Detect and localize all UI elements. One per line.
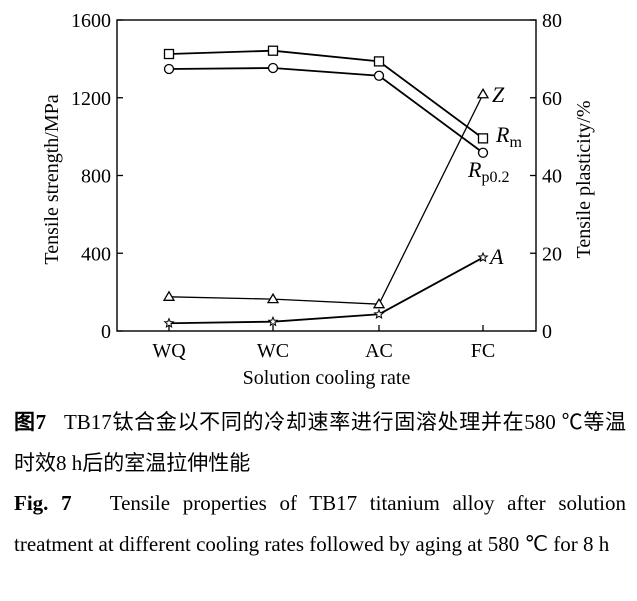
y-axis-title: Tensile strength/MPa (41, 94, 63, 264)
x-axis-title: Solution cooling rate (243, 367, 411, 389)
series-label-Z: Z (492, 82, 505, 107)
y2-tick-label: 60 (542, 88, 562, 110)
marker-triangle (476, 87, 490, 99)
caption-cn-label: 图7 (14, 410, 47, 434)
marker-square (163, 48, 175, 60)
marker-square (267, 45, 279, 56)
y-tick-label: 800 (81, 166, 111, 188)
caption-en-text: Tensile properties of TB17 titanium allo… (14, 491, 627, 556)
y2-tick-label: 80 (542, 10, 562, 32)
marker-triangle (372, 297, 386, 309)
y2-tick-label: 20 (542, 243, 562, 265)
marker-square (477, 133, 489, 144)
chart: 0 400 800 1200 1600 0 20 40 60 80 WQ WC AC FC Solution… (41, 10, 595, 389)
y-tick-label: 1600 (71, 10, 111, 32)
marker-triangle (162, 290, 176, 301)
x-tick-label: WQ (152, 340, 186, 362)
marker-star (267, 315, 279, 327)
marker-triangle (266, 292, 280, 304)
marker-circle (477, 147, 489, 158)
marker-circle (373, 70, 385, 81)
caption-cn-text: TB17钛合金以不同的冷却速率进行固溶处理并在580 ℃等温时效8 h后的室温拉… (14, 410, 627, 475)
x-tick-label: FC (471, 340, 495, 362)
series-line-A (168, 256, 484, 325)
series-label-Rp0.2: Rp0.2 (467, 157, 509, 186)
marker-star (373, 308, 385, 319)
marker-star (163, 317, 175, 328)
caption-en-label: Fig. 7 (14, 491, 72, 515)
x-tick-label: AC (365, 340, 393, 362)
series-line-Rm (168, 49, 484, 140)
y-tick-label: 400 (81, 243, 111, 265)
y2-tick-label: 40 (542, 166, 562, 188)
y-tick-label: 1200 (71, 88, 111, 110)
series-line-Rp0.2 (168, 67, 484, 154)
marker-circle (163, 63, 175, 75)
caption-chinese: 图7 TB17钛合金以不同的冷却速率进行固溶处理并在580 ℃等温时效8 h后的… (14, 402, 626, 483)
marker-square (373, 56, 385, 67)
marker-circle (267, 62, 279, 74)
y-tick-label: 0 (101, 321, 111, 343)
caption-english: Fig. 7 Tensile properties of TB17 titani… (14, 483, 626, 564)
series-label-Rm: Rm (495, 122, 522, 151)
series-line-Z (168, 93, 484, 305)
y2-tick-label: 0 (542, 321, 552, 343)
x-tick-label: WC (257, 340, 289, 362)
marker-star (477, 251, 489, 263)
series-label-A: A (488, 244, 504, 269)
y2-axis-title: Tensile plasticity/% (573, 100, 595, 258)
